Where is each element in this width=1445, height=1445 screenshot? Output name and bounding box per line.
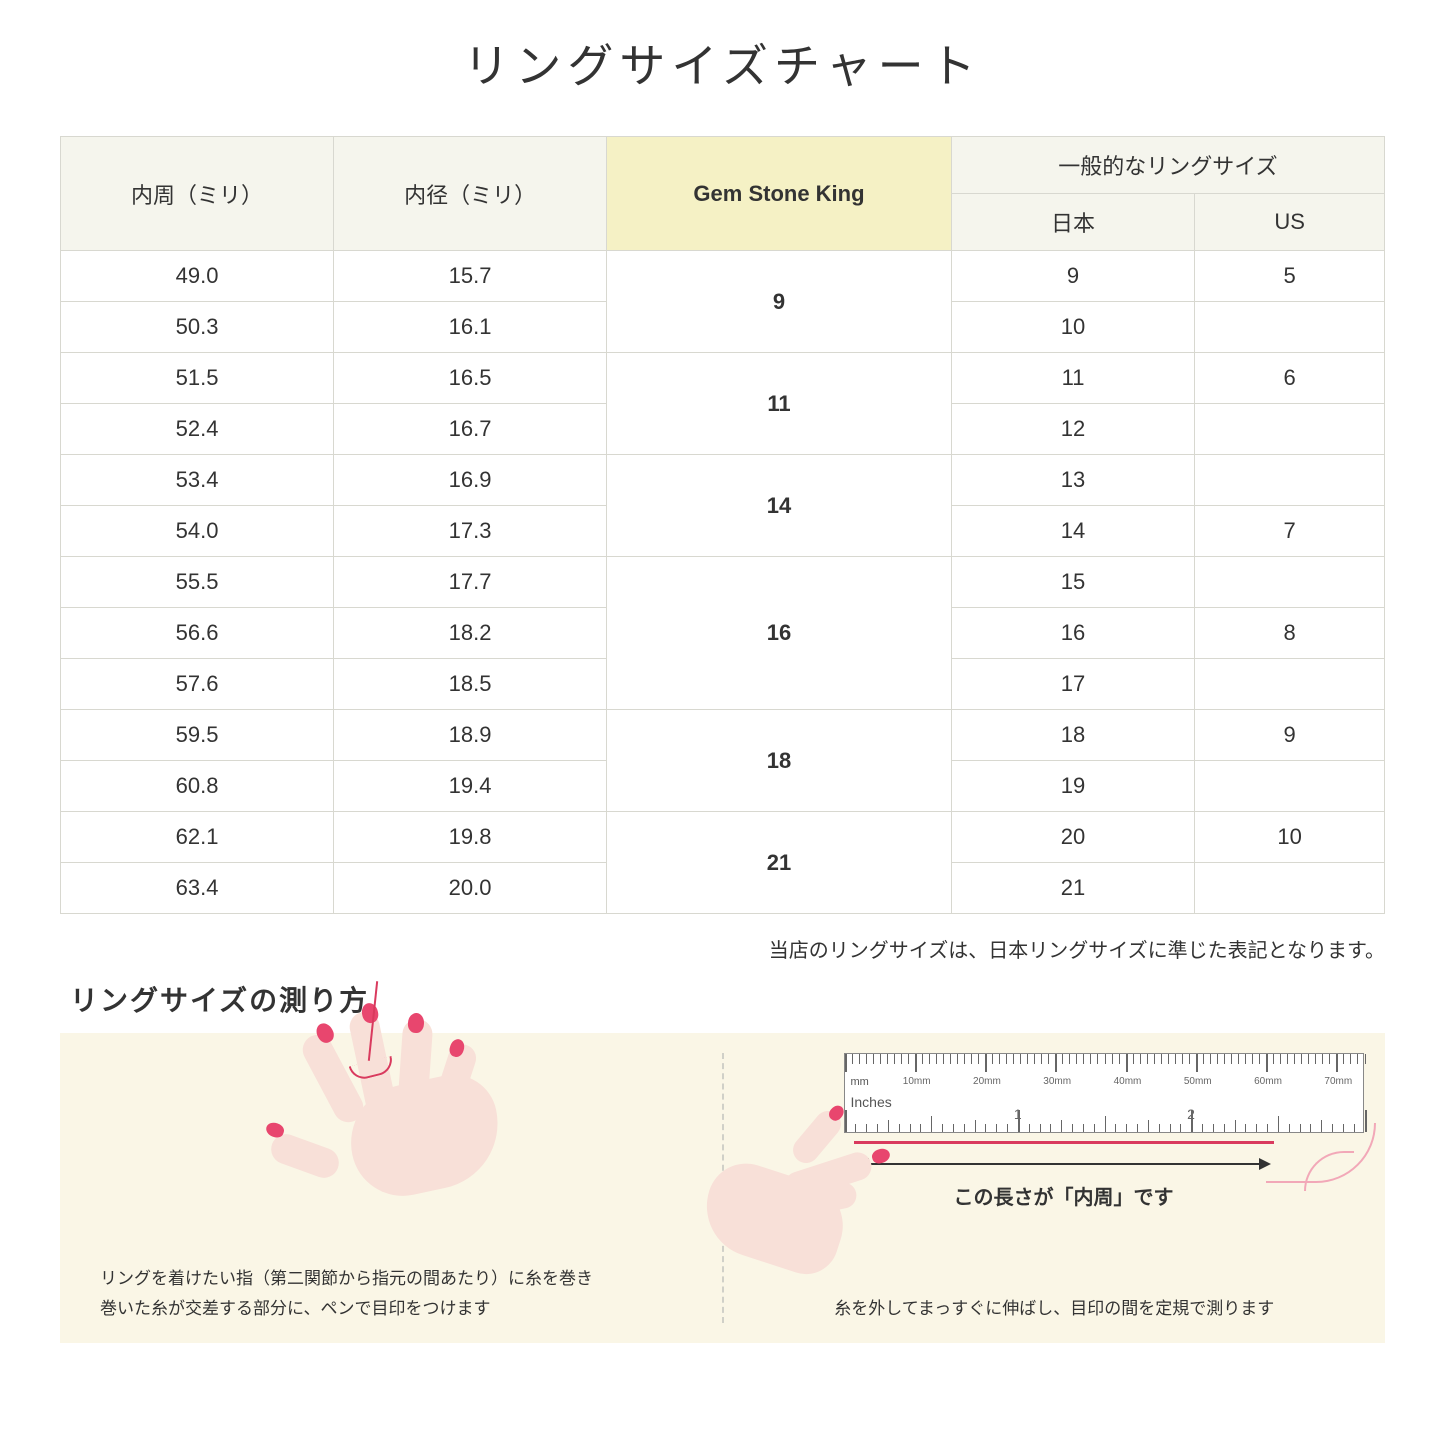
table-row: 49.015.7995 bbox=[61, 251, 1385, 302]
col-gsk: Gem Stone King bbox=[607, 137, 952, 251]
table-row: 51.516.511116 bbox=[61, 353, 1385, 404]
howto-panel: リングを着けたい指（第二関節から指元の間あたり）に糸を巻き 巻いた糸が交差する部… bbox=[60, 1033, 1385, 1343]
ring-size-table: 内周（ミリ） 内径（ミリ） Gem Stone King 一般的なリングサイズ … bbox=[60, 136, 1385, 914]
table-row: 53.416.91413 bbox=[61, 455, 1385, 506]
page-title: リングサイズチャート bbox=[60, 30, 1385, 96]
col-diameter: 内径（ミリ） bbox=[334, 137, 607, 251]
hand-illustration-1 bbox=[200, 1021, 560, 1241]
table-row: 55.517.71615 bbox=[61, 557, 1385, 608]
howto-step-2: mm Inches 10mm20mm30mm40mm50mm60mm70mm12… bbox=[724, 1033, 1386, 1343]
col-circumference: 内周（ミリ） bbox=[61, 137, 334, 251]
howto-title: リングサイズの測り方 bbox=[70, 979, 1385, 1019]
howto-step-1: リングを着けたい指（第二関節から指元の間あたり）に糸を巻き 巻いた糸が交差する部… bbox=[60, 1033, 722, 1343]
col-us: US bbox=[1195, 194, 1385, 251]
col-general: 一般的なリングサイズ bbox=[951, 137, 1384, 194]
hand-illustration-2 bbox=[704, 1113, 924, 1273]
table-row: 59.518.918189 bbox=[61, 710, 1385, 761]
col-japan: 日本 bbox=[951, 194, 1194, 251]
footnote: 当店のリングサイズは、日本リングサイズに準じた表記となります。 bbox=[60, 934, 1385, 963]
table-row: 62.119.8212010 bbox=[61, 812, 1385, 863]
step-1-caption: リングを着けたい指（第二関節から指元の間あたり）に糸を巻き 巻いた糸が交差する部… bbox=[100, 1264, 682, 1325]
step-2-caption: 糸を外してまっすぐに伸ばし、目印の間を定規で測ります bbox=[764, 1294, 1346, 1325]
